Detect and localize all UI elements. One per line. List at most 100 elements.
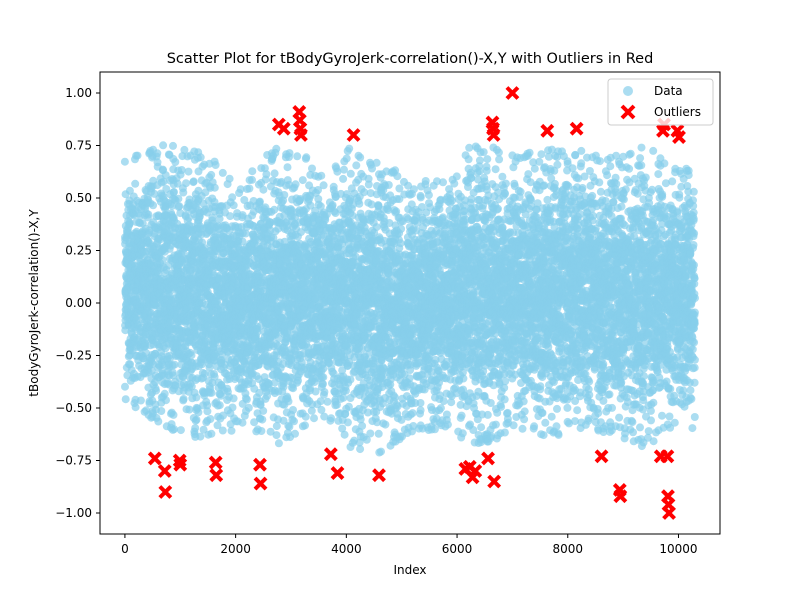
data-point xyxy=(391,393,399,402)
data-point xyxy=(192,415,201,424)
data-point xyxy=(229,394,238,403)
data-point xyxy=(310,414,318,423)
data-point xyxy=(346,169,355,178)
data-points xyxy=(120,141,699,457)
data-point xyxy=(228,193,237,202)
data-point xyxy=(179,395,188,403)
data-point xyxy=(152,386,161,395)
data-point xyxy=(257,427,266,435)
data-point xyxy=(343,418,352,427)
data-point xyxy=(372,223,381,232)
data-point xyxy=(120,157,129,166)
data-point xyxy=(366,429,375,438)
data-point xyxy=(270,169,279,178)
data-point xyxy=(153,149,162,158)
data-point xyxy=(272,422,281,431)
data-point xyxy=(218,168,227,177)
data-point xyxy=(121,382,129,391)
data-point xyxy=(121,395,130,404)
data-point xyxy=(228,403,237,412)
data-point xyxy=(301,412,310,421)
data-point xyxy=(215,214,224,223)
data-point xyxy=(289,406,297,414)
data-point xyxy=(396,239,405,248)
data-point xyxy=(342,154,351,163)
data-point xyxy=(211,161,220,169)
data-point xyxy=(182,179,190,188)
data-point xyxy=(157,407,166,415)
data-point xyxy=(381,420,390,429)
data-point xyxy=(238,418,247,427)
data-point xyxy=(248,175,256,184)
data-point xyxy=(291,429,299,438)
data-point xyxy=(358,421,367,430)
data-point xyxy=(291,180,300,189)
data-point xyxy=(262,170,271,179)
data-point xyxy=(149,201,158,210)
data-point xyxy=(356,445,365,454)
data-point xyxy=(301,421,309,430)
data-point xyxy=(272,431,281,440)
data-point xyxy=(339,174,348,183)
data-point xyxy=(171,158,180,166)
data-point xyxy=(225,174,234,183)
data-point xyxy=(189,177,198,186)
data-point xyxy=(125,186,134,195)
data-point xyxy=(184,167,193,176)
data-point xyxy=(384,181,393,189)
data-point xyxy=(179,188,188,197)
data-point xyxy=(397,224,406,233)
data-point xyxy=(177,166,186,174)
data-point xyxy=(215,401,224,410)
data-point xyxy=(229,201,238,210)
data-point xyxy=(203,407,212,416)
data-point xyxy=(125,219,134,228)
data-point xyxy=(185,405,194,414)
data-point xyxy=(372,158,381,167)
data-point xyxy=(144,210,153,219)
data-point xyxy=(227,426,236,435)
data-point xyxy=(293,152,302,161)
data-point xyxy=(192,393,201,402)
data-point xyxy=(248,167,257,176)
data-point xyxy=(196,153,205,162)
data-point xyxy=(320,388,329,396)
data-point xyxy=(154,417,163,426)
data-point xyxy=(319,373,328,382)
data-point xyxy=(298,176,307,185)
data-point xyxy=(317,171,326,180)
data-point xyxy=(356,153,365,162)
data-point xyxy=(207,388,216,397)
data-point xyxy=(340,165,348,174)
data-point xyxy=(339,393,348,402)
data-point xyxy=(175,202,184,211)
data-point xyxy=(131,179,140,188)
data-point xyxy=(131,403,140,412)
data-point xyxy=(327,414,336,423)
data-point xyxy=(206,415,215,423)
data-point xyxy=(352,161,361,170)
data-point xyxy=(194,408,203,417)
data-point xyxy=(162,396,170,405)
data-point xyxy=(345,144,354,153)
data-point xyxy=(280,191,289,199)
data-point xyxy=(242,395,251,404)
data-point xyxy=(319,380,327,388)
data-point xyxy=(290,417,298,426)
data-point xyxy=(283,163,292,172)
data-point xyxy=(393,172,402,181)
data-point xyxy=(340,430,349,439)
data-point xyxy=(169,188,178,196)
data-point xyxy=(308,164,316,173)
data-point xyxy=(377,447,385,456)
data-point xyxy=(207,429,216,438)
data-point xyxy=(210,183,219,192)
data-point xyxy=(196,432,205,441)
data-point xyxy=(255,197,264,206)
data-point xyxy=(258,415,267,424)
data-point xyxy=(245,184,254,193)
data-point xyxy=(341,386,350,395)
data-point xyxy=(274,439,283,448)
data-point xyxy=(364,180,373,189)
